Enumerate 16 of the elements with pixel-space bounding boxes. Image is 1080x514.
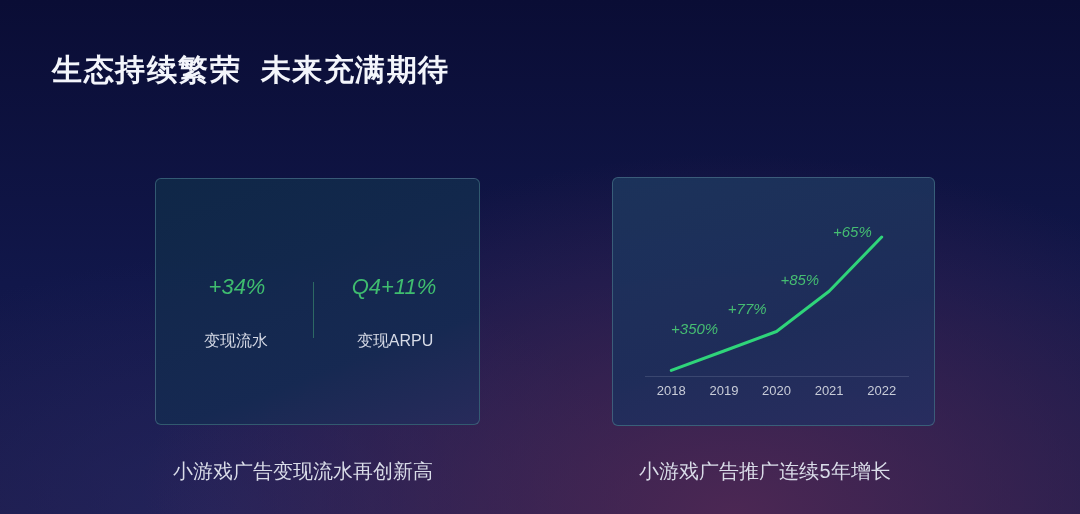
text: 变现ARPU bbox=[356, 331, 434, 351]
text: 生态持续繁荣 未来充满期待 bbox=[52, 52, 450, 88]
text: 小游戏广告推广连续5年增长 bbox=[639, 459, 891, 483]
text: 变现流水 bbox=[204, 331, 268, 351]
x-tick-label: 2020 bbox=[762, 383, 791, 399]
x-tick-label: 2018 bbox=[656, 383, 686, 399]
annotation: +85% bbox=[780, 270, 820, 288]
text: +34% bbox=[208, 273, 266, 301]
x-tick-label: 2022 bbox=[867, 383, 897, 399]
annotation: +350% bbox=[671, 319, 719, 337]
text: 小游戏广告变现流水再创新高 bbox=[173, 459, 433, 483]
text: Q4+11% bbox=[351, 273, 437, 301]
annotation: +65% bbox=[833, 223, 872, 241]
x-tick-label: 2021 bbox=[814, 383, 844, 399]
annotation: +77% bbox=[727, 300, 767, 318]
x-tick-label: 2019 bbox=[709, 383, 739, 399]
